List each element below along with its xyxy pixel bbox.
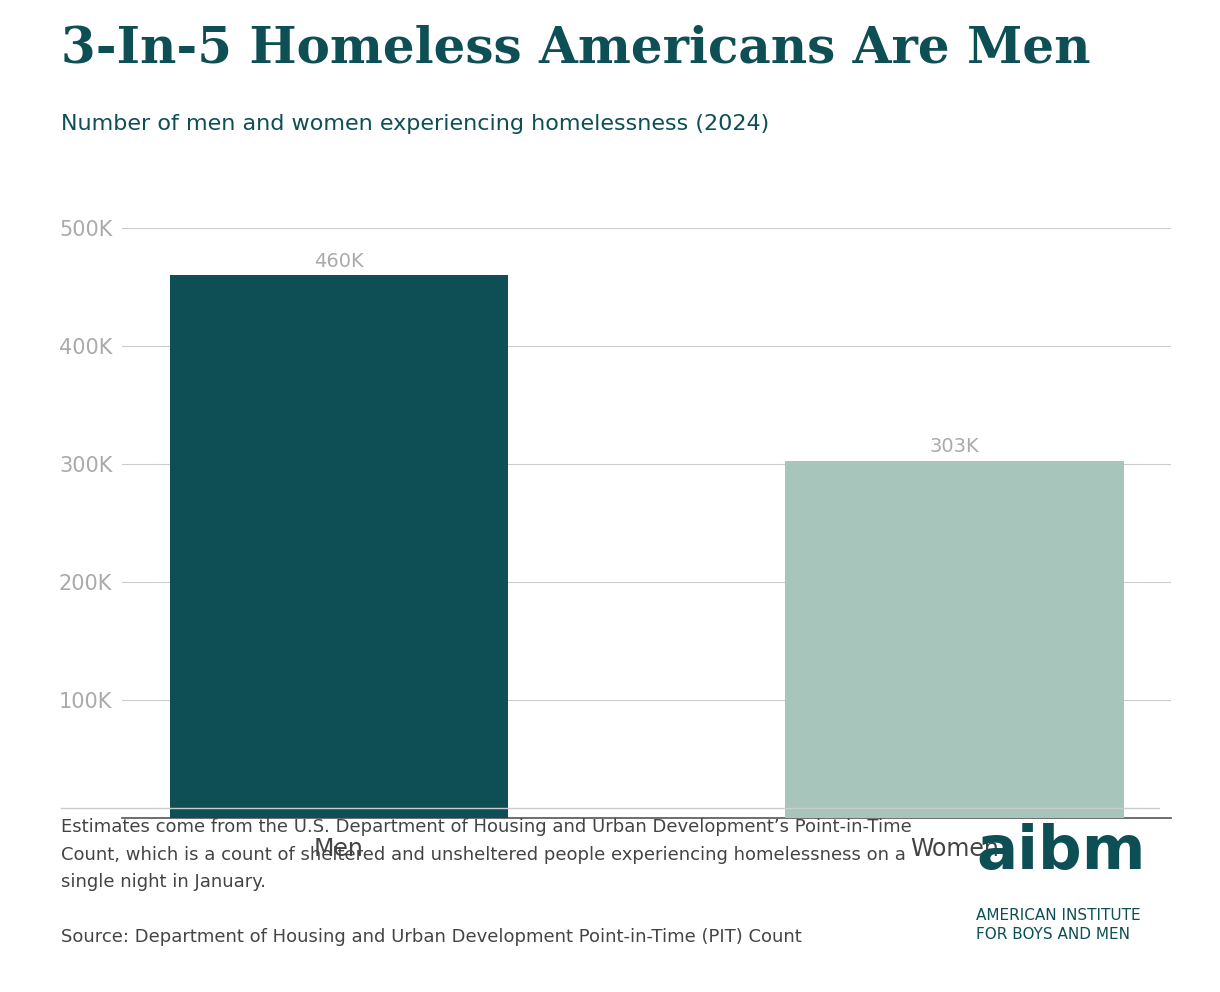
Text: 460K: 460K	[314, 252, 364, 271]
Bar	[170, 276, 509, 818]
Text: AMERICAN INSTITUTE
FOR BOYS AND MEN: AMERICAN INSTITUTE FOR BOYS AND MEN	[976, 908, 1141, 942]
Text: Number of men and women experiencing homelessness (2024): Number of men and women experiencing hom…	[61, 114, 770, 134]
Text: Source: Department of Housing and Urban Development Point-in-Time (PIT) Count: Source: Department of Housing and Urban …	[61, 928, 802, 945]
Text: 303K: 303K	[930, 437, 980, 456]
Text: Estimates come from the U.S. Department of Housing and Urban Development’s Point: Estimates come from the U.S. Department …	[61, 818, 911, 891]
Text: 3-In-5 Homeless Americans Are Men: 3-In-5 Homeless Americans Are Men	[61, 25, 1091, 73]
Bar	[784, 460, 1124, 818]
Text: aibm: aibm	[976, 823, 1146, 882]
